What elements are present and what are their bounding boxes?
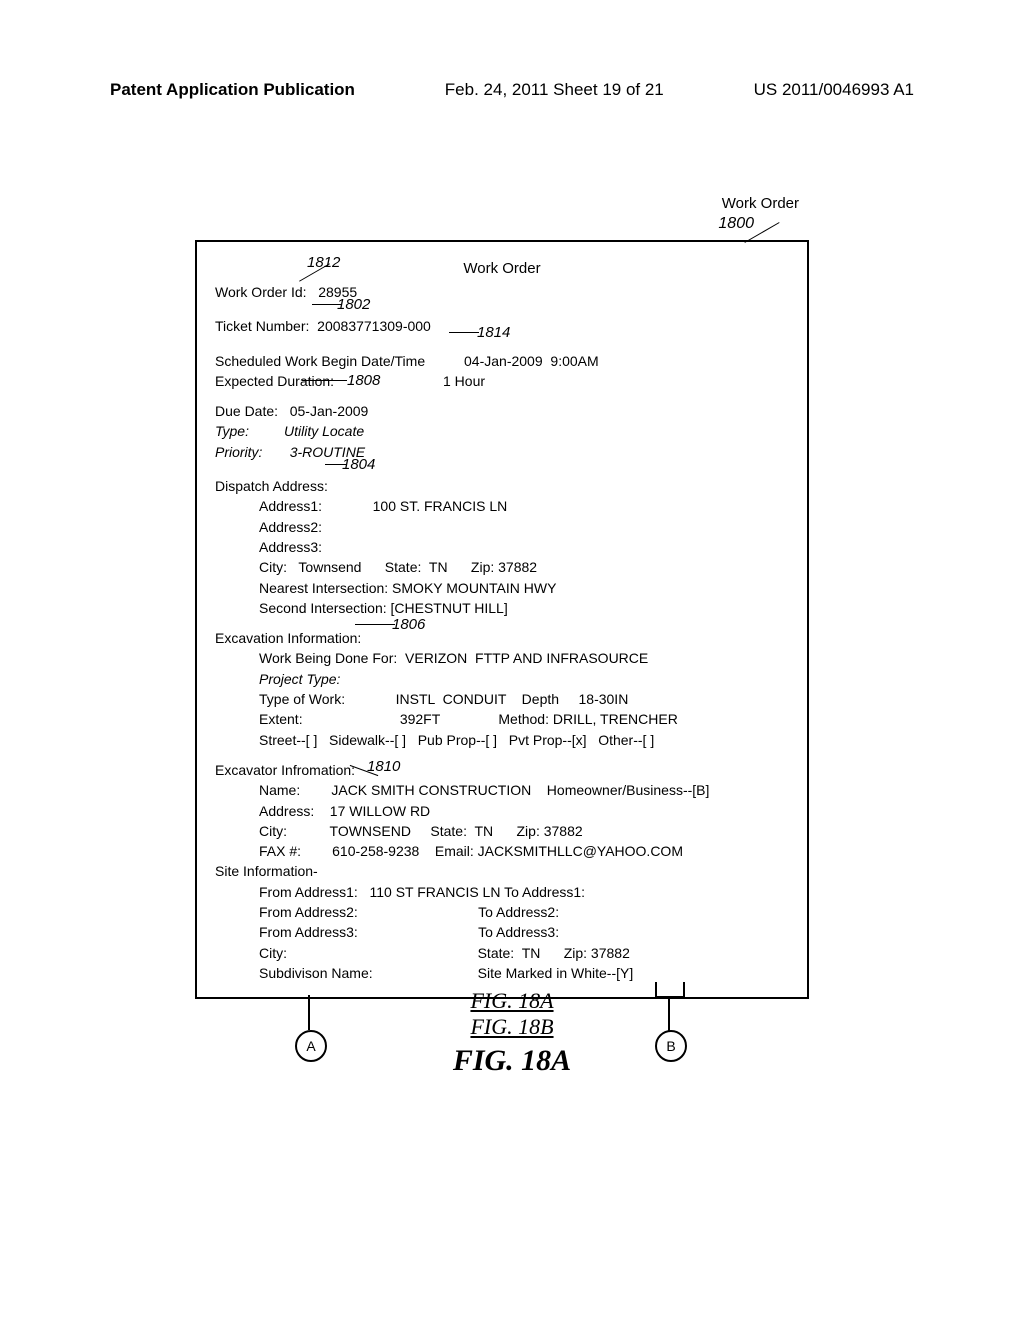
nearest-row: Nearest Intersection: SMOKY MOUNTAIN HWY xyxy=(215,578,797,598)
fig-18a-stack: FIG. 18A xyxy=(0,988,1024,1014)
sched-value: 04-Jan-2009 9:00AM xyxy=(464,353,599,369)
duration-row: Expected Duration: 1 Hour xyxy=(215,371,797,391)
header-right: US 2011/0046993 A1 xyxy=(754,80,914,100)
site-header: Site Information- xyxy=(215,861,797,881)
addr1-value: 100 ST. FRANCIS LN xyxy=(373,498,508,514)
exc-name-row: Name: JACK SMITH CONSTRUCTION Homeowner/… xyxy=(215,780,797,800)
second-row: Second Intersection: [CHESTNUT HILL] xyxy=(215,598,797,618)
addr1-label: Address1: xyxy=(259,498,322,514)
type-label: Type: xyxy=(215,423,249,439)
due-row: Due Date: 05-Jan-2009 xyxy=(215,401,797,421)
header-center: Feb. 24, 2011 Sheet 19 of 21 xyxy=(445,80,664,100)
addr1-row: Address1: 100 ST. FRANCIS LN xyxy=(215,496,797,516)
fig-18b-stack: FIG. 18B xyxy=(0,1014,1024,1040)
sched-row: Scheduled Work Begin Date/Time 04-Jan-20… xyxy=(215,351,797,371)
spacer xyxy=(215,337,797,351)
exc-city-row: City: TOWNSEND State: TN Zip: 37882 xyxy=(215,821,797,841)
ticket-value: 20083771309-000 xyxy=(317,318,431,334)
work-order-label: Work Order xyxy=(722,195,799,212)
excav-info-header: Excavation Information: xyxy=(215,628,797,648)
fig-18a-main: FIG. 18A xyxy=(0,1044,1024,1078)
form-title: Work Order xyxy=(197,260,807,277)
spacer xyxy=(215,391,797,401)
site-sub: Subdivison Name: Site Marked in White--[… xyxy=(215,963,797,983)
spacer xyxy=(215,618,797,628)
work-order-form: Work Order 1812 1802 1814 1808 1804 1806… xyxy=(195,240,809,999)
extent-row: Extent: 392FT Method: DRILL, TRENCHER xyxy=(215,709,797,729)
sched-label: Scheduled Work Begin Date/Time xyxy=(215,353,425,369)
typeofwork-row: Type of Work: INSTL CONDUIT Depth 18-30I… xyxy=(215,689,797,709)
addr2-row: Address2: xyxy=(215,517,797,537)
site-from2: From Address2: To Address2: xyxy=(215,902,797,922)
spacer xyxy=(215,302,797,316)
form-content: Work Order Id: 28955 Ticket Number: 2008… xyxy=(215,282,797,983)
exc-fax-row: FAX #: 610-258-9238 Email: JACKSMITHLLC@… xyxy=(215,841,797,861)
excavator-header: Excavator Infromation: xyxy=(215,760,797,780)
work-order-id-label: Work Order Id: xyxy=(215,284,307,300)
header-left: Patent Application Publication xyxy=(110,80,355,100)
dispatch-header: Dispatch Address: xyxy=(215,476,797,496)
priority-row: Priority: 3-ROUTINE xyxy=(215,442,797,462)
exc-addr-row: Address: 17 WILLOW RD xyxy=(215,801,797,821)
site-city: City: State: TN Zip: 37882 xyxy=(215,943,797,963)
page-header: Patent Application Publication Feb. 24, … xyxy=(0,80,1024,100)
site-from3: From Address3: To Address3: xyxy=(215,922,797,942)
ticket-row: Ticket Number: 20083771309-000 xyxy=(215,316,797,336)
workfor-row: Work Being Done For: VERIZON FTTP AND IN… xyxy=(215,648,797,668)
checkrow: Street--[ ] Sidewalk--[ ] Pub Prop--[ ] … xyxy=(215,730,797,750)
due-value: 05-Jan-2009 xyxy=(290,403,369,419)
page: Patent Application Publication Feb. 24, … xyxy=(0,0,1024,1320)
projtype-row: Project Type: xyxy=(215,669,797,689)
addr3-row: Address3: xyxy=(215,537,797,557)
type-row: Type: Utility Locate xyxy=(215,421,797,441)
ticket-label: Ticket Number: xyxy=(215,318,309,334)
site-from1: From Address1: 110 ST FRANCIS LN To Addr… xyxy=(215,882,797,902)
duration-label: Expected Duration: xyxy=(215,373,334,389)
priority-value: 3-ROUTINE xyxy=(290,444,365,460)
ref-1812: 1812 xyxy=(307,254,340,271)
city-row: City: Townsend State: TN Zip: 37882 xyxy=(215,557,797,577)
work-order-id-value: 28955 xyxy=(318,284,357,300)
due-label: Due Date: xyxy=(215,403,278,419)
spacer xyxy=(215,750,797,760)
type-value: Utility Locate xyxy=(284,423,364,439)
duration-value: 1 Hour xyxy=(443,373,485,389)
priority-label: Priority: xyxy=(215,444,262,460)
work-order-id-row: Work Order Id: 28955 xyxy=(215,282,797,302)
ref-1800: 1800 xyxy=(718,215,754,233)
figure-labels: FIG. 18A FIG. 18B FIG. 18A xyxy=(0,988,1024,1078)
spacer xyxy=(215,462,797,476)
